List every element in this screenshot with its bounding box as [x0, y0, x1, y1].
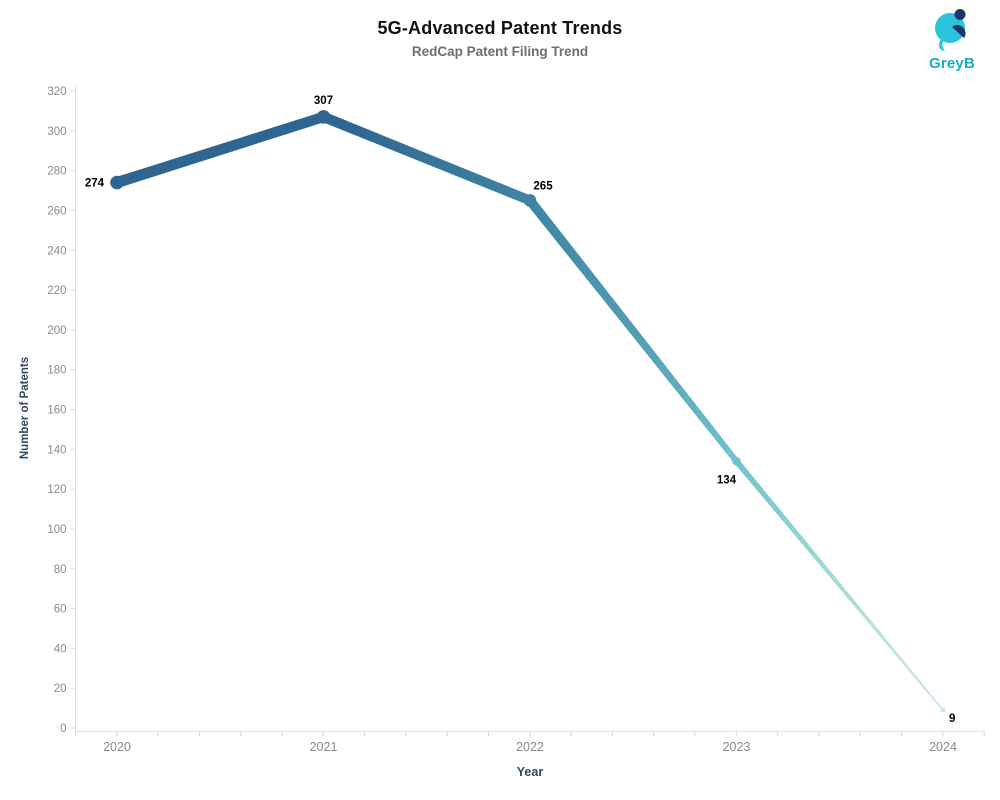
- x-tick-label: 2020: [103, 740, 131, 754]
- brand-name: GreyB: [928, 55, 976, 72]
- y-tick-label: 140: [47, 444, 66, 456]
- y-tick-label: 160: [47, 405, 66, 417]
- y-tick-label: 40: [54, 643, 67, 655]
- brand-logo: GreyB: [916, 6, 988, 72]
- y-tick-label: 280: [47, 166, 66, 178]
- x-axis-title: Year: [517, 765, 544, 779]
- y-tick-label: 120: [47, 484, 66, 496]
- data-point-label: 9: [949, 713, 955, 725]
- y-tick-label: 260: [47, 205, 66, 217]
- x-tick-label: 2022: [516, 740, 544, 754]
- data-point-marker: [523, 194, 537, 207]
- y-tick-label: 100: [47, 524, 66, 536]
- y-tick-label: 0: [60, 723, 66, 735]
- y-tick-label: 240: [47, 245, 66, 257]
- x-tick-label: 2024: [929, 740, 957, 754]
- x-tick-label: 2021: [310, 740, 338, 754]
- data-point-marker: [110, 175, 124, 190]
- y-tick-label: 20: [54, 683, 67, 695]
- y-tick-label: 300: [47, 126, 66, 138]
- y-tick-label: 80: [54, 564, 67, 576]
- x-tick-label: 2023: [723, 740, 751, 754]
- y-tick-label: 180: [47, 365, 66, 377]
- data-point-marker: [940, 707, 946, 713]
- data-point-label: 134: [717, 474, 737, 486]
- data-point-label: 307: [314, 95, 333, 107]
- data-point-marker: [316, 110, 331, 124]
- y-axis-title: Number of Patents: [19, 357, 31, 459]
- y-tick-label: 220: [47, 285, 66, 297]
- greyb-logo-icon: [935, 9, 966, 51]
- y-tick-label: 320: [47, 86, 66, 98]
- data-point-label: 265: [533, 180, 553, 192]
- data-point-label: 274: [85, 178, 105, 190]
- data-point-marker: [732, 456, 741, 466]
- y-tick-label: 200: [47, 325, 66, 337]
- y-tick-label: 60: [54, 604, 67, 616]
